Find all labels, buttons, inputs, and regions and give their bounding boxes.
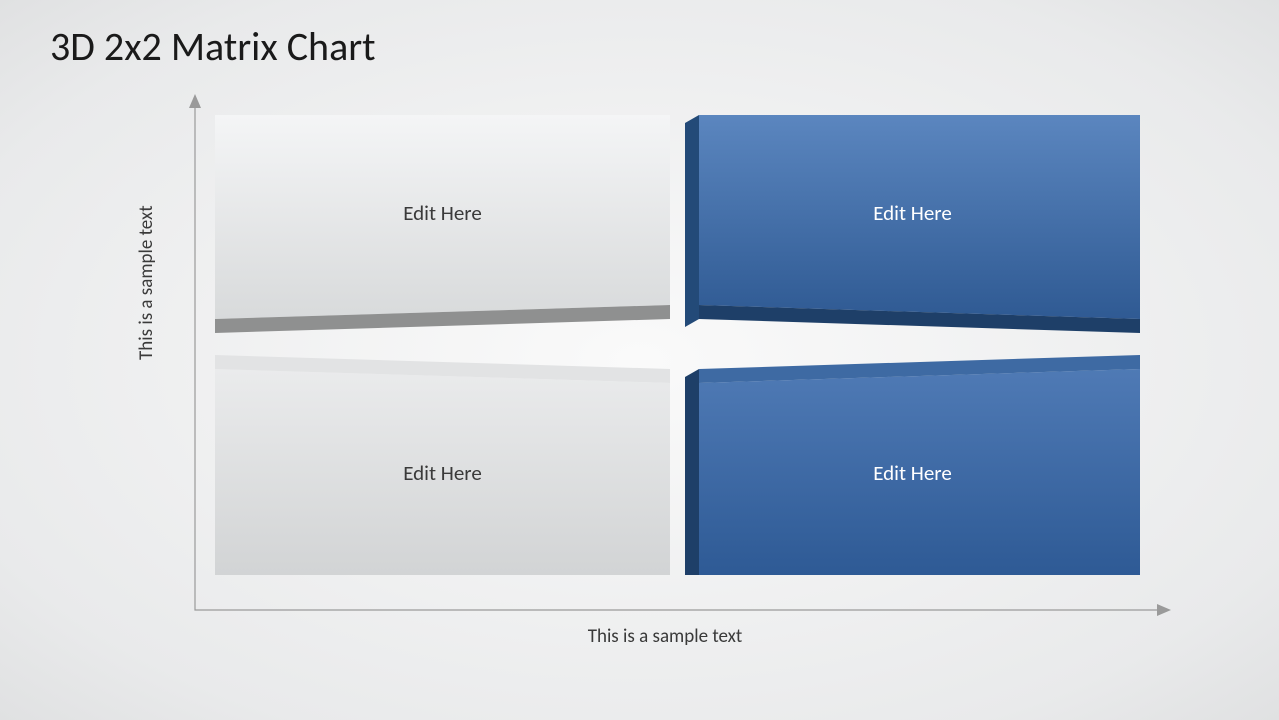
quadrant-top-left[interactable]: Edit Here	[215, 115, 670, 335]
y-axis-label: This is a sample text	[135, 205, 158, 360]
quad-face	[699, 369, 1140, 575]
matrix-chart: This is a sample text This is a sample t…	[165, 100, 1165, 650]
x-axis-label: This is a sample text	[165, 625, 1165, 648]
quad-side-edge	[685, 115, 699, 327]
quadrant-bottom-left[interactable]: Edit Here	[215, 355, 670, 575]
quad-face	[699, 115, 1140, 319]
y-axis-arrow-icon	[189, 94, 201, 108]
quad-face	[215, 115, 670, 319]
quadrant-bottom-right[interactable]: Edit Here	[685, 355, 1140, 575]
quad-face	[215, 369, 670, 575]
quad-side-edge	[685, 369, 699, 575]
x-axis-arrow-icon	[1157, 604, 1171, 616]
chart-title: 3D 2x2 Matrix Chart	[50, 22, 376, 71]
quadrant-top-right[interactable]: Edit Here	[685, 115, 1140, 335]
